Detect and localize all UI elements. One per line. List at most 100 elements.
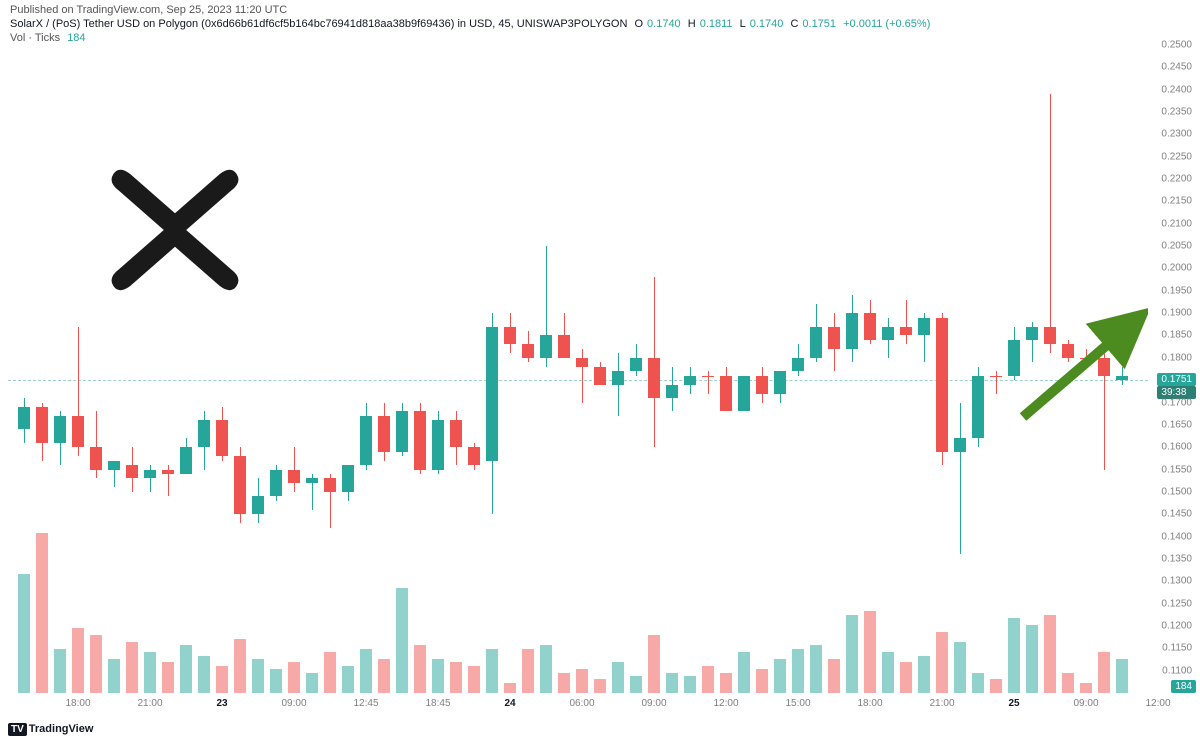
volume-bar[interactable]: [936, 632, 948, 693]
candle-body[interactable]: [216, 420, 228, 456]
candle-body[interactable]: [396, 411, 408, 451]
volume-bar[interactable]: [396, 588, 408, 693]
candle-body[interactable]: [108, 461, 120, 470]
volume-bar[interactable]: [702, 666, 714, 693]
volume-bar[interactable]: [504, 683, 516, 693]
candle-body[interactable]: [1062, 344, 1074, 357]
volume-bar[interactable]: [720, 673, 732, 693]
candle-body[interactable]: [342, 465, 354, 492]
candle-body[interactable]: [648, 358, 660, 398]
volume-bar[interactable]: [918, 656, 930, 693]
candle-body[interactable]: [630, 358, 642, 371]
candle-body[interactable]: [846, 313, 858, 349]
volume-bar[interactable]: [846, 615, 858, 693]
candle-body[interactable]: [990, 376, 1002, 377]
volume-bar[interactable]: [792, 649, 804, 693]
volume-bar[interactable]: [324, 652, 336, 693]
volume-bar[interactable]: [306, 673, 318, 693]
candle-body[interactable]: [468, 447, 480, 465]
candle-body[interactable]: [576, 358, 588, 367]
candle-body[interactable]: [882, 327, 894, 340]
volume-bar[interactable]: [828, 659, 840, 693]
volume-bar[interactable]: [54, 649, 66, 693]
candle-body[interactable]: [432, 420, 444, 469]
volume-bar[interactable]: [1062, 673, 1074, 693]
volume-bar[interactable]: [288, 662, 300, 693]
volume-bar[interactable]: [684, 676, 696, 693]
candle-body[interactable]: [378, 416, 390, 452]
candle-body[interactable]: [540, 335, 552, 357]
volume-bar[interactable]: [486, 649, 498, 693]
volume-bar[interactable]: [216, 666, 228, 693]
volume-bar[interactable]: [900, 662, 912, 693]
volume-bar[interactable]: [198, 656, 210, 693]
candle-body[interactable]: [288, 470, 300, 483]
volume-bar[interactable]: [252, 659, 264, 693]
volume-bar[interactable]: [468, 666, 480, 693]
candle-body[interactable]: [18, 407, 30, 429]
candle-body[interactable]: [54, 416, 66, 443]
candle-body[interactable]: [720, 376, 732, 412]
candle-body[interactable]: [684, 376, 696, 385]
candle-body[interactable]: [1116, 376, 1128, 380]
candle-body[interactable]: [558, 335, 570, 357]
candle-body[interactable]: [756, 376, 768, 394]
candle-body[interactable]: [450, 420, 462, 447]
volume-bar[interactable]: [540, 645, 552, 693]
volume-bar[interactable]: [378, 659, 390, 693]
volume-bar[interactable]: [1044, 615, 1056, 693]
volume-bar[interactable]: [180, 645, 192, 693]
candle-body[interactable]: [270, 470, 282, 497]
candle-body[interactable]: [1044, 327, 1056, 345]
volume-bar[interactable]: [882, 652, 894, 693]
volume-bar[interactable]: [648, 635, 660, 693]
volume-bar[interactable]: [630, 676, 642, 693]
volume-bar[interactable]: [126, 642, 138, 693]
candle-body[interactable]: [504, 327, 516, 345]
volume-bar[interactable]: [1026, 625, 1038, 693]
candle-body[interactable]: [324, 478, 336, 491]
candle-body[interactable]: [1008, 340, 1020, 376]
candle-body[interactable]: [612, 371, 624, 384]
volume-bar[interactable]: [162, 662, 174, 693]
candle-body[interactable]: [954, 438, 966, 451]
volume-bar[interactable]: [954, 642, 966, 693]
candle-body[interactable]: [1026, 327, 1038, 340]
candle-body[interactable]: [90, 447, 102, 469]
candle-body[interactable]: [972, 376, 984, 439]
candle-body[interactable]: [144, 470, 156, 479]
candle-body[interactable]: [1080, 358, 1092, 359]
volume-bar[interactable]: [810, 645, 822, 693]
volume-bar[interactable]: [270, 669, 282, 693]
candle-body[interactable]: [828, 327, 840, 349]
volume-bar[interactable]: [666, 673, 678, 693]
volume-bar[interactable]: [414, 645, 426, 693]
volume-bar[interactable]: [1008, 618, 1020, 693]
volume-bar[interactable]: [342, 666, 354, 693]
candle-body[interactable]: [162, 470, 174, 474]
volume-bar[interactable]: [234, 639, 246, 693]
volume-bar[interactable]: [774, 659, 786, 693]
candle-body[interactable]: [180, 447, 192, 474]
candle-body[interactable]: [702, 376, 714, 377]
candle-body[interactable]: [864, 313, 876, 340]
candle-body[interactable]: [594, 367, 606, 385]
volume-bar[interactable]: [990, 679, 1002, 693]
candle-body[interactable]: [936, 318, 948, 452]
candle-body[interactable]: [198, 420, 210, 447]
candle-body[interactable]: [522, 344, 534, 357]
volume-bar[interactable]: [864, 611, 876, 693]
candle-body[interactable]: [666, 385, 678, 398]
candle-body[interactable]: [810, 327, 822, 358]
volume-bar[interactable]: [72, 628, 84, 693]
volume-bar[interactable]: [756, 669, 768, 693]
volume-bar[interactable]: [972, 673, 984, 693]
volume-bar[interactable]: [450, 662, 462, 693]
volume-bar[interactable]: [1116, 659, 1128, 693]
volume-bar[interactable]: [36, 533, 48, 693]
candle-body[interactable]: [234, 456, 246, 514]
volume-bar[interactable]: [1098, 652, 1110, 693]
candle-body[interactable]: [486, 327, 498, 461]
volume-bar[interactable]: [576, 669, 588, 693]
volume-bar[interactable]: [108, 659, 120, 693]
